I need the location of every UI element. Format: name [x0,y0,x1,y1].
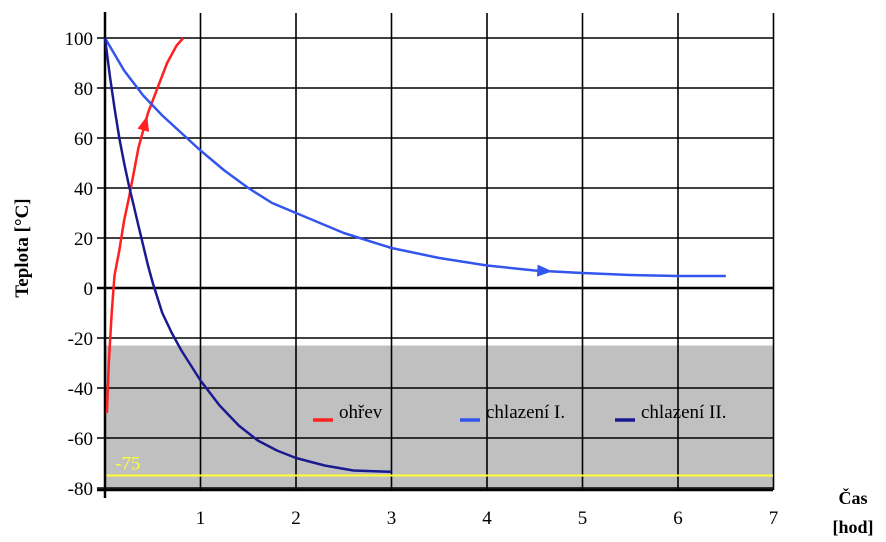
y-tick-label-8: -60 [68,429,93,450]
y-tick-label-3: 40 [74,179,93,200]
y-tick-label-9: -80 [68,479,93,500]
y-tick-label-2: 60 [74,129,93,150]
x-tick-label-6: 7 [769,508,779,529]
y-tick-label-7: -40 [68,379,93,400]
y-tick-label-0: 100 [65,29,94,50]
grid [97,13,775,490]
series-lines [103,37,726,474]
y-tick-label-1: 80 [74,79,93,100]
y-tick-label-6: -20 [68,329,93,350]
series-line-1 [103,37,726,278]
x-tick-label-2: 3 [387,508,397,529]
shaded-region [106,345,773,490]
y-axis-label: Teplota [°C] [12,198,33,297]
legend: ohřev chlazení I. chlazení II. [313,402,726,423]
x-axis-label-line2: [hod] [832,517,873,537]
tick-labels: 100 80 60 40 20 0 -20 -40 -60 -80 1 2 3 4 5 6 7 [65,29,779,529]
series-arrow-0 [137,115,150,132]
axes [97,12,773,498]
reference-label: -75 [115,454,140,475]
series-line-0 [105,37,185,414]
legend-label-1: chlazení I. [486,402,565,423]
x-tick-label-3: 4 [482,508,492,529]
x-axis-label-line1: Čas [838,487,867,508]
legend-label-2: chlazení II. [641,402,726,423]
x-tick-label-1: 2 [291,508,301,529]
series-arrow-1 [536,264,553,277]
x-tick-label-5: 6 [673,508,683,529]
x-tick-label-0: 1 [196,508,206,529]
series-line-2 [103,37,392,474]
legend-label-0: ohřev [339,402,383,423]
x-tick-label-4: 5 [578,508,588,529]
y-tick-label-5: 0 [84,279,94,300]
y-tick-label-4: 20 [74,229,93,250]
